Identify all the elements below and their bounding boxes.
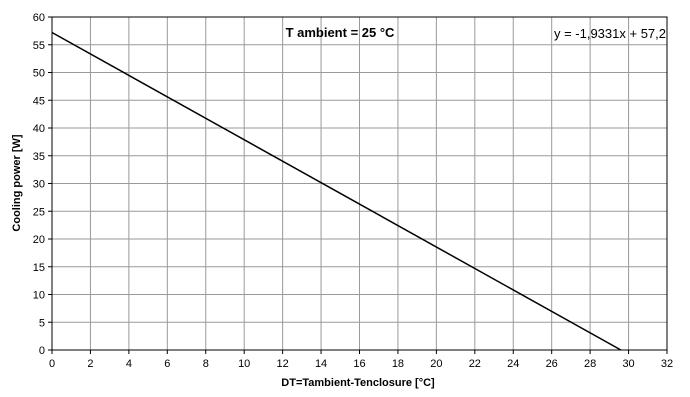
x-tick-label: 32 xyxy=(661,358,673,370)
x-tick-label: 16 xyxy=(353,358,365,370)
y-tick-label: 35 xyxy=(33,151,45,163)
series-line-0 xyxy=(51,31,622,351)
y-tick-label: 10 xyxy=(33,290,45,302)
y-tick-label: 25 xyxy=(33,206,45,218)
x-tick-label: 26 xyxy=(546,358,558,370)
y-tick-label: 15 xyxy=(33,262,45,274)
x-tick-label: 28 xyxy=(584,358,596,370)
y-axis-title: Cooling power [W] xyxy=(11,134,23,231)
x-tick-label: 18 xyxy=(392,358,404,370)
x-tick-label: 2 xyxy=(87,358,93,370)
y-tick-label: 60 xyxy=(33,12,45,24)
chart-title: T ambient = 25 °C xyxy=(286,25,395,40)
trendline-equation: y = -1,9331x + 57,2 xyxy=(554,26,666,41)
x-tick-label: 24 xyxy=(507,358,519,370)
x-tick-label: 22 xyxy=(469,358,481,370)
x-tick-label: 12 xyxy=(277,358,289,370)
y-tick-label: 0 xyxy=(39,345,45,357)
y-tick-label: 20 xyxy=(33,234,45,246)
y-tick-label: 5 xyxy=(39,317,45,329)
x-tick-label: 30 xyxy=(622,358,634,370)
series-lines xyxy=(51,31,622,351)
x-tick-label: 14 xyxy=(315,358,327,370)
x-tick-label: 8 xyxy=(203,358,209,370)
y-tick-label: 45 xyxy=(33,95,45,107)
y-tick-label: 40 xyxy=(33,123,45,135)
x-tick-label: 4 xyxy=(126,358,132,370)
y-tick-label: 55 xyxy=(33,40,45,52)
x-tick-label: 20 xyxy=(430,358,442,370)
x-tick-label: 10 xyxy=(238,358,250,370)
x-tick-label: 0 xyxy=(49,358,55,370)
y-tick-label: 30 xyxy=(33,179,45,191)
gridlines xyxy=(52,17,667,350)
y-tick-label: 50 xyxy=(33,68,45,80)
x-tick-label: 6 xyxy=(164,358,170,370)
axis-ticks: 0 2 4 6 8 10 12 14 16 18 20 22 24 26 28 30 3205101520253… xyxy=(33,12,673,370)
x-axis-title: DT=Tambient-Tenclosure [°C] xyxy=(281,377,435,389)
